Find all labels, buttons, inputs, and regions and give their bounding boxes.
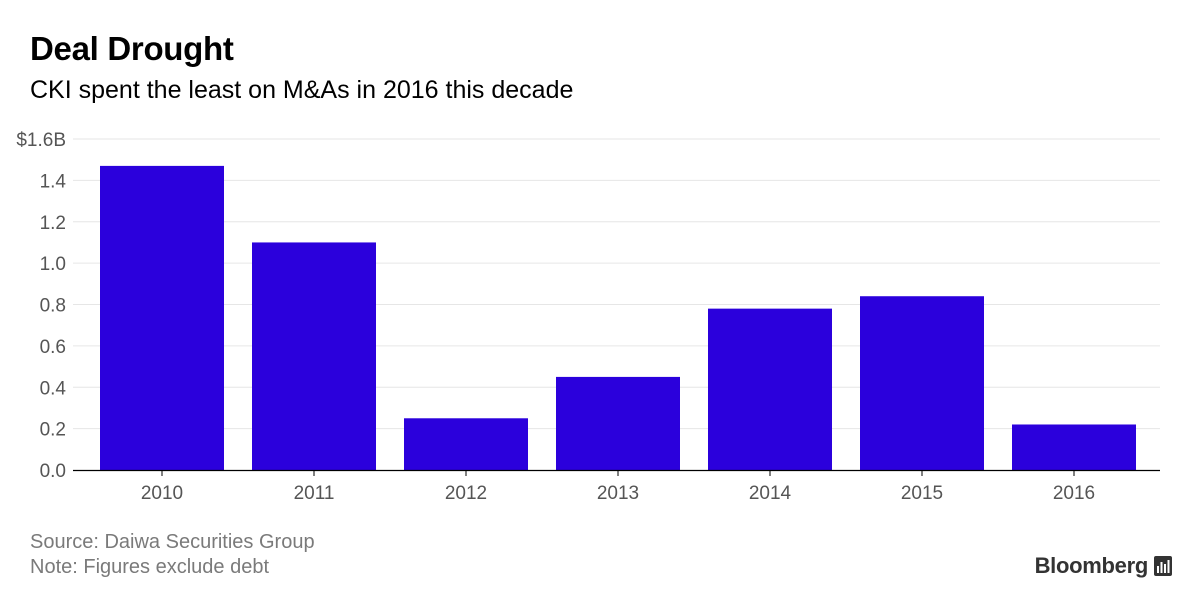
bar-2016	[1012, 424, 1136, 470]
x-tick-label: 2015	[901, 483, 943, 504]
chart-subtitle: CKI spent the least on M&As in 2016 this…	[30, 76, 574, 104]
bar-2010	[100, 165, 224, 471]
bar-2013	[556, 376, 680, 470]
bar-2014	[708, 308, 832, 470]
y-tick-label: 0.2	[40, 420, 66, 441]
brand-name: Bloomberg	[1034, 553, 1149, 578]
y-tick-labels: 0.0 0.2 0.4 0.6 0.8 1.0 1.2 1.4 $1.6B	[16, 130, 66, 482]
brand-logo: Bloomberg	[1035, 553, 1172, 579]
x-tick-labels: 2010 2011 2012 2013 2014 2015 2016	[141, 483, 1095, 504]
x-tick-label: 2016	[1053, 483, 1095, 504]
bar-chart-icon	[1154, 556, 1172, 576]
x-tick-label: 2011	[294, 483, 335, 504]
bar-2011	[252, 242, 376, 470]
bar-2012	[404, 418, 528, 470]
y-tick-label: 0.6	[40, 337, 66, 358]
y-tick-label: 0.0	[40, 461, 66, 482]
y-tick-label: 1.2	[40, 213, 66, 234]
y-tick-label: $1.6B	[16, 130, 66, 151]
bar-2015	[860, 296, 984, 470]
bars	[100, 165, 1136, 471]
x-tick-label: 2013	[597, 483, 639, 504]
data-note: Note: Figures exclude debt	[30, 556, 270, 578]
x-axis	[73, 469, 1160, 476]
y-tick-label: 0.8	[40, 296, 66, 317]
x-tick-label: 2012	[445, 483, 487, 504]
source-note: Source: Daiwa Securities Group	[30, 531, 315, 553]
x-tick-label: 2014	[749, 483, 792, 504]
x-tick-label: 2010	[141, 483, 183, 504]
y-tick-label: 0.4	[40, 378, 67, 399]
y-tick-label: 1.0	[40, 254, 66, 275]
y-tick-label: 1.4	[40, 171, 67, 192]
chart-title: Deal Drought	[30, 30, 234, 67]
